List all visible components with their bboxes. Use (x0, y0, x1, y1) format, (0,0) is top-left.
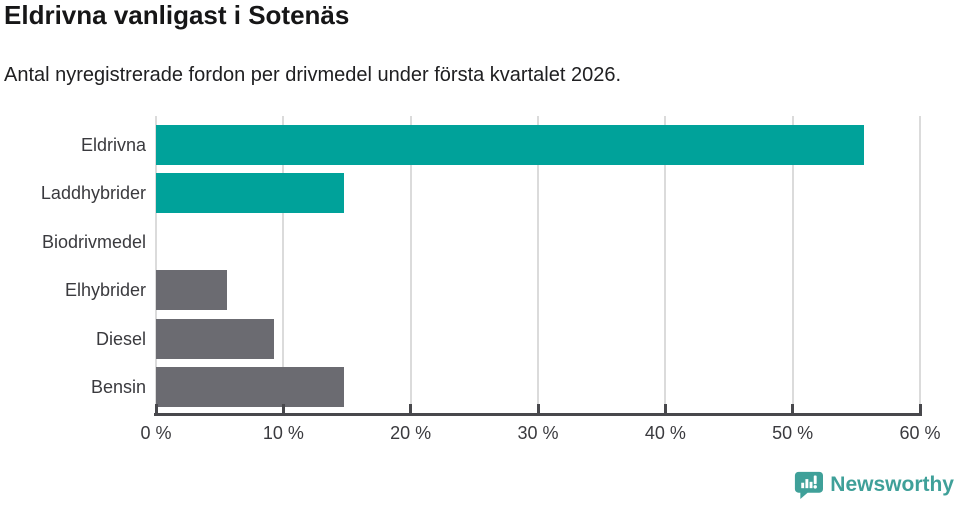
gridline (664, 116, 667, 415)
gridline (537, 116, 539, 415)
x-tick-mark (281, 404, 285, 413)
category-label: Eldrivna (80, 135, 146, 155)
bar-eldrivna (156, 125, 864, 165)
gridline (409, 116, 412, 415)
bar-row: Elhybrider (65, 270, 920, 311)
brand-name: Newsworthy (830, 473, 954, 496)
x-tick-label: 30 % (517, 423, 559, 443)
x-tick-label: 0 % (140, 423, 172, 443)
x-axis-line (154, 413, 922, 416)
x-tick-mark (918, 404, 922, 413)
category-label: Elhybrider (64, 280, 146, 301)
x-tick-mark (663, 404, 667, 413)
bar-elhybrider (156, 270, 228, 311)
x-tick-mark (791, 404, 795, 413)
brand-footer: Newsworthy (794, 470, 954, 500)
x-tick-mark (536, 404, 540, 413)
bar-bensin (156, 367, 345, 407)
x-tick-mark (154, 404, 158, 413)
x-tick-label: 40 % (644, 423, 686, 443)
x-tick-label: 50 % (772, 423, 814, 443)
x-tick-label: 20 % (390, 423, 432, 443)
category-label: Diesel (95, 328, 146, 349)
bar-diesel (156, 318, 275, 359)
gridline (791, 116, 794, 415)
bar-row: Eldrivna (81, 125, 920, 165)
x-tick-label: 10 % (262, 423, 304, 443)
gridline (919, 116, 921, 415)
bar-row: Bensin (91, 367, 920, 407)
bar-laddhybrider (156, 173, 345, 214)
category-label: Biodrivmedel (41, 231, 146, 252)
bar-row: Biodrivmedel (42, 222, 920, 262)
bar-row: Diesel (96, 318, 920, 359)
category-label: Bensin (90, 377, 146, 397)
x-tick-label: 60 % (899, 423, 941, 443)
chart-title: Eldrivna vanligast i Sotenäs (4, 0, 350, 30)
gridline (155, 116, 157, 415)
x-tick-mark (409, 404, 413, 413)
gridline (282, 116, 285, 415)
category-label: Laddhybrider (40, 183, 146, 204)
plot-area: Eldrivna Laddhybrider Biodrivmedel Elhybrid… (41, 116, 921, 415)
bar-row: Laddhybrider (41, 173, 920, 214)
newsworthy-logo-icon (795, 471, 824, 500)
chart-subtitle: Antal nyregistrerade fordon per drivmede… (4, 64, 622, 86)
